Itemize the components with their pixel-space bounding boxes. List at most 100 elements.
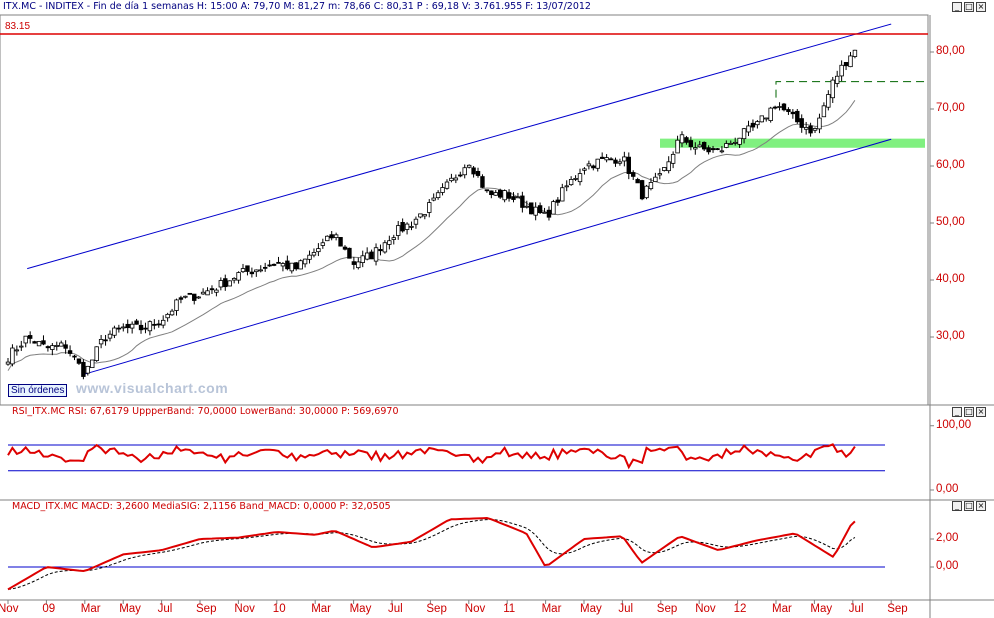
candle-body xyxy=(462,167,467,176)
candle xyxy=(440,183,445,196)
candle xyxy=(10,344,15,367)
candle xyxy=(812,127,818,134)
candle xyxy=(271,263,277,267)
candle xyxy=(152,319,157,330)
candle xyxy=(480,174,485,189)
candle-body xyxy=(701,141,707,150)
rsi-y-tick-label: 0,00 xyxy=(936,483,959,495)
candle-body xyxy=(577,173,583,183)
candle xyxy=(560,183,565,202)
watermark: www.visualchart.com xyxy=(76,380,229,396)
candle xyxy=(41,335,46,346)
candle xyxy=(497,188,503,199)
candle xyxy=(799,114,804,133)
candle xyxy=(378,244,383,256)
candle-body xyxy=(440,187,445,193)
candle xyxy=(728,140,733,145)
close-button[interactable]: × xyxy=(976,2,986,12)
candle-body xyxy=(307,254,312,260)
candle xyxy=(635,177,640,184)
minimize-button[interactable]: _ xyxy=(952,407,962,417)
minimize-button[interactable]: _ xyxy=(952,2,962,12)
candle-body xyxy=(387,240,392,245)
candle xyxy=(325,235,330,242)
candle xyxy=(125,319,130,334)
x-tick-label: Jul xyxy=(157,603,173,615)
macd-window-buttons: _ □ × xyxy=(952,501,986,511)
candle xyxy=(710,145,716,153)
x-tick-label: 09 xyxy=(42,603,56,615)
candle-body xyxy=(178,297,184,300)
candle xyxy=(675,135,680,154)
x-tick-label: Nov xyxy=(0,603,19,615)
candle-body xyxy=(706,147,711,153)
candle xyxy=(364,247,370,261)
candle xyxy=(227,280,232,287)
price-y-tick-label: 50,00 xyxy=(936,216,965,228)
x-tick-label: Mar xyxy=(541,603,562,615)
close-button[interactable]: × xyxy=(976,501,986,511)
price-y-tick-label: 60,00 xyxy=(936,159,965,171)
candle xyxy=(298,259,303,270)
candle xyxy=(205,287,210,296)
candle-body xyxy=(524,205,529,208)
candle-body xyxy=(400,222,405,232)
price-y-tick-label: 30,00 xyxy=(936,330,965,342)
maximize-button[interactable]: □ xyxy=(964,2,974,12)
candle xyxy=(564,180,569,192)
candle xyxy=(759,115,765,123)
x-tick-label: Nov xyxy=(234,603,255,615)
rsi-pane xyxy=(7,443,885,472)
candle-body xyxy=(240,268,246,273)
maximize-button[interactable]: □ xyxy=(964,407,974,417)
candle xyxy=(772,105,778,110)
candle-body xyxy=(657,173,663,176)
candle-body xyxy=(19,345,24,348)
candle-body xyxy=(187,292,193,295)
candle-body xyxy=(737,137,742,145)
candle-body xyxy=(183,295,188,298)
candle-body xyxy=(475,170,481,176)
candle xyxy=(316,243,321,257)
maximize-button[interactable]: □ xyxy=(964,501,974,511)
candle xyxy=(684,135,689,145)
candle-body xyxy=(639,180,645,200)
candle xyxy=(493,189,498,196)
candle xyxy=(200,288,206,295)
candle xyxy=(258,265,263,273)
candle xyxy=(431,193,436,202)
candle-body xyxy=(755,121,760,126)
candle-body xyxy=(138,324,144,331)
close-button[interactable]: × xyxy=(976,407,986,417)
orders-status-badge[interactable]: Sin órdenes xyxy=(8,384,68,397)
candle xyxy=(471,165,476,178)
candle xyxy=(462,164,467,179)
x-tick-label: Mar xyxy=(80,603,101,615)
candle-body xyxy=(27,335,33,339)
candle-body xyxy=(143,327,148,330)
candle xyxy=(790,109,796,119)
candle-body xyxy=(36,341,42,347)
candle xyxy=(475,167,481,178)
candle-body xyxy=(298,260,303,270)
candle xyxy=(280,262,286,272)
candle-body xyxy=(320,242,326,246)
candle xyxy=(631,170,636,180)
candle xyxy=(90,359,95,369)
candle-body xyxy=(81,361,86,377)
candle-body xyxy=(466,164,472,168)
candle xyxy=(444,179,450,190)
candle-body xyxy=(564,185,569,188)
candle xyxy=(400,218,405,233)
candle-body xyxy=(227,280,232,287)
candle-body xyxy=(54,345,59,347)
candle xyxy=(670,151,676,169)
candle-body xyxy=(254,269,259,273)
candle xyxy=(23,335,28,348)
candle xyxy=(112,325,117,339)
candle-body xyxy=(710,148,716,151)
minimize-button[interactable]: _ xyxy=(952,501,962,511)
candle-body xyxy=(444,181,450,189)
candle-body xyxy=(14,349,20,352)
candle-body xyxy=(218,280,224,288)
